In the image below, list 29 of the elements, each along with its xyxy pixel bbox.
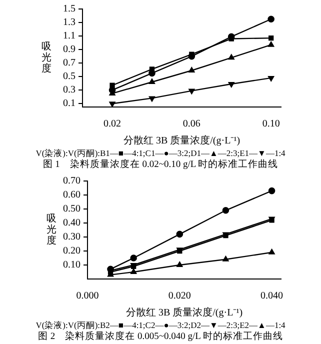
text: V(染液):V(丙酮):B2—■—4:1;C2—●—3:2;D2—▼—2:3;E2—▲—1:4 [34, 319, 286, 331]
x-tick-label: 0.06 [182, 118, 200, 130]
x-tick-label: 0.000 [76, 290, 99, 302]
y-axis-title: 吸光度 [46, 214, 56, 247]
y-tick-label: 0.1 [63, 98, 76, 110]
y-tick-label: 0.9 [63, 44, 76, 56]
x-tick-label: 0.040 [260, 290, 284, 302]
y-tick-label: 0.3 [63, 84, 76, 96]
y-tick-label: 0.20 [63, 246, 80, 257]
x-tick-label: 0.02 [104, 118, 122, 130]
x-axis-title: 分散红 3B 质量浓度/(g·L⁻¹) [126, 306, 243, 319]
x-tick-label: 0.10 [262, 118, 280, 130]
y-tick-label: 0.60 [63, 190, 80, 201]
y-tick-label: 0.5 [63, 71, 76, 82]
y-axis-title: 吸光度 [42, 42, 52, 75]
text: 图 2 染料质量浓度在 0.005~0.040 g/L 时的标准工作曲线 [37, 331, 284, 344]
y-tick-label: 0.30 [63, 232, 80, 243]
y-tick-label: 0.40 [63, 218, 80, 229]
text: V(染液):V(丙酮):B1—■—4:1;C1—●—3:2;D1—▲—2:3;E1—▼—1:4 [34, 147, 286, 159]
y-tick-label: 1.1 [63, 30, 76, 42]
y-tick-label: 0.70 [63, 176, 80, 187]
x-axis-title: 分散红 3B 质量浓度/(g·L⁻¹) [123, 134, 240, 147]
y-tick-label: 0.50 [63, 204, 80, 215]
x-tick-label: 0.020 [168, 290, 191, 302]
y-tick-label: 1.5 [63, 4, 76, 15]
y-tick-label: 1.3 [63, 17, 76, 28]
text: 图 1 染料质量浓度在 0.02~0.10 g/L 时的标准工作曲线 [42, 159, 280, 172]
y-tick-label: 0.7 [63, 58, 76, 69]
y-tick-label: 0.10 [63, 260, 80, 271]
